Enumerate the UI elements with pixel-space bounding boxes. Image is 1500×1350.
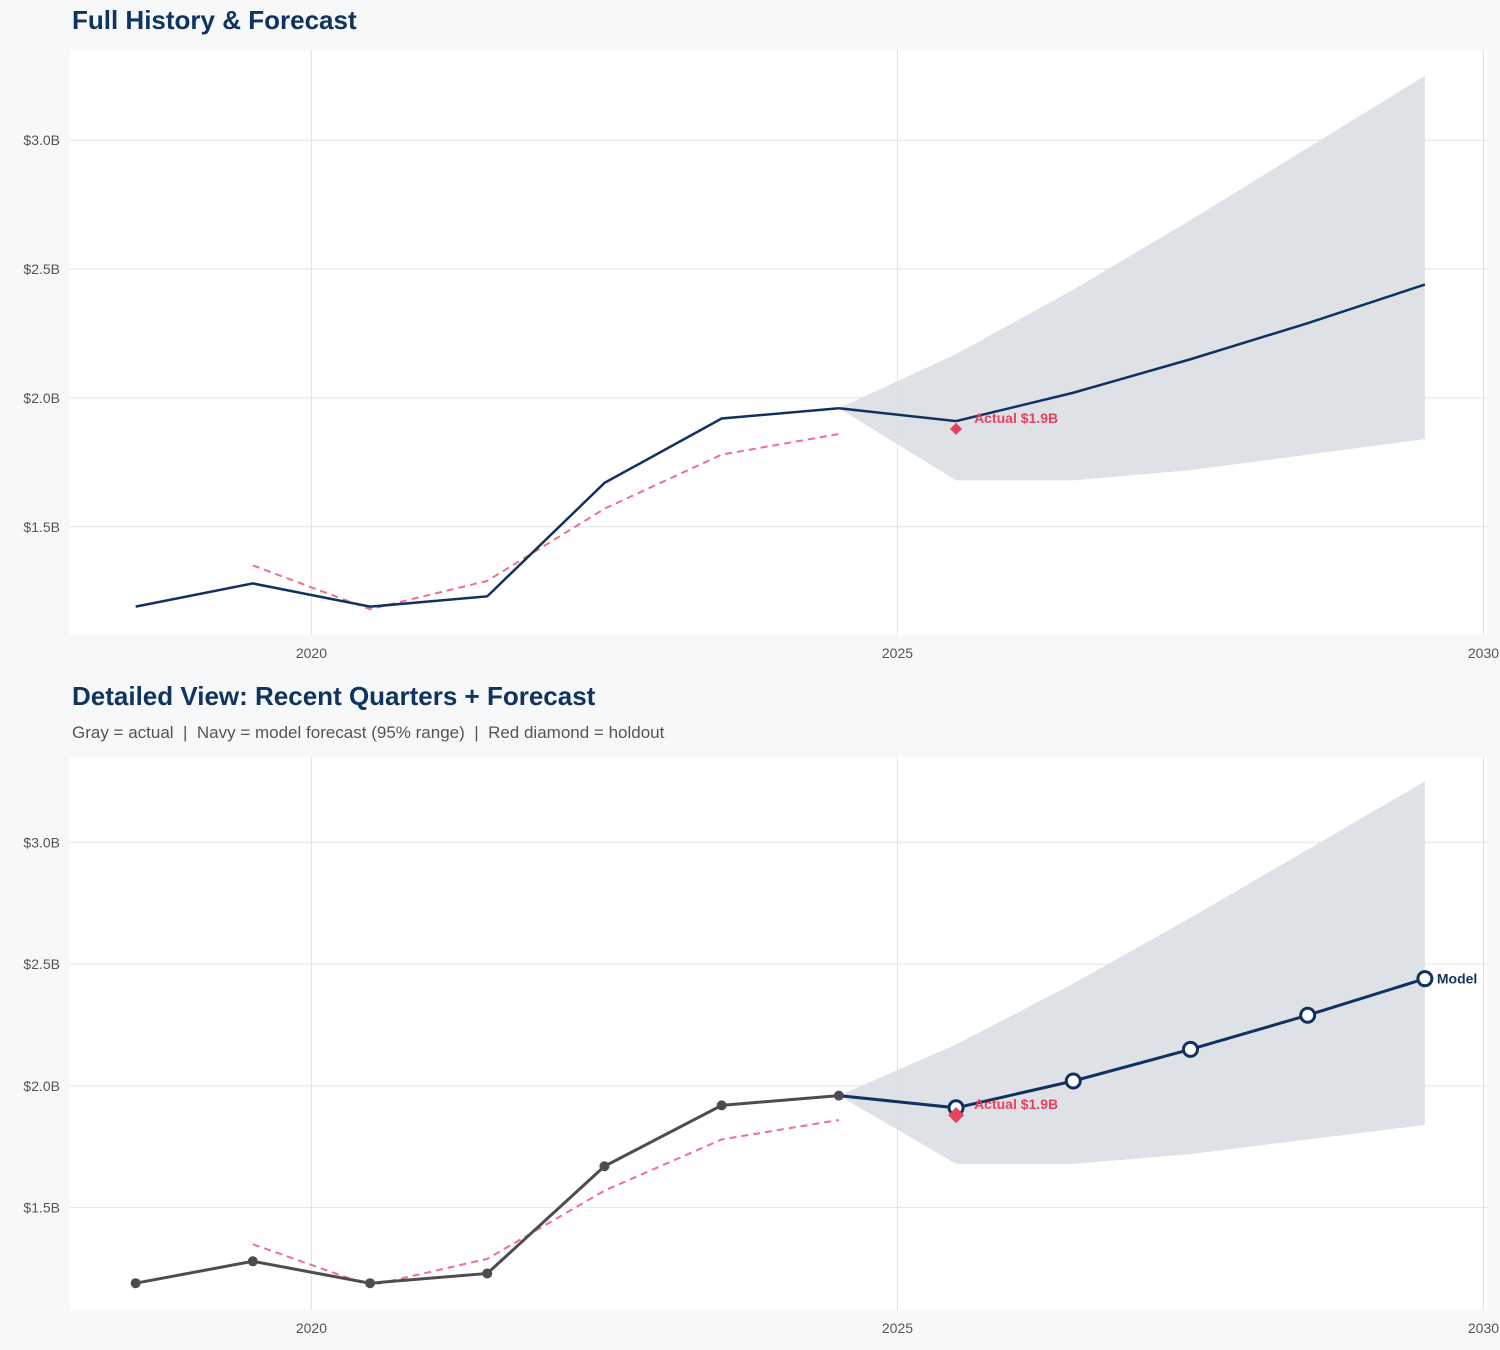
actual-line (135, 406, 839, 608)
y-tick-label: $2.0B (23, 390, 60, 406)
holdout-label: Actual $1.9B (974, 1096, 1058, 1112)
y-tick-label: $1.5B (23, 1200, 60, 1216)
holdout-diamond (948, 1107, 965, 1124)
actual-point (599, 1161, 610, 1172)
forecast-confidence-band (838, 781, 1425, 1164)
actual-point (482, 1268, 493, 1279)
y-tick-label: $3.0B (23, 132, 60, 148)
forecast-point (1181, 1040, 1199, 1058)
x-tick-label: 2020 (296, 1320, 327, 1336)
actual-point (247, 1256, 258, 1267)
actual-point (833, 1090, 844, 1101)
actual-point (130, 1278, 141, 1289)
y-tick-label: $2.0B (23, 1078, 60, 1094)
chart-detailed-view: $1.5B $2.0B $2.5B $3.0B 2020 2025 2030 Actual $… (23, 757, 1499, 1336)
x-tick-label: 2030 (1468, 645, 1499, 661)
red-dashed-line (252, 1118, 840, 1287)
x-tick-label: 2025 (882, 1320, 913, 1336)
forecast-confidence-band (838, 75, 1425, 481)
x-tick-label: 2025 (882, 645, 913, 661)
y-tick-label: $2.5B (23, 956, 60, 972)
chart-full-history: $1.5B $2.0B $2.5B $3.0B 2020 2025 2030 Actual $… (23, 50, 1499, 661)
x-tick-label: 2030 (1468, 1320, 1499, 1336)
chart-subtitle: Gray = actual | Navy = model forecast (9… (72, 723, 665, 742)
chart-title-top: Full History & Forecast (72, 5, 357, 35)
y-tick-label: $1.5B (23, 519, 60, 535)
holdout-label: Actual $1.9B (974, 410, 1058, 426)
forecast-line (838, 977, 1426, 1110)
forecast-line (838, 283, 1426, 423)
holdout-diamond (950, 422, 963, 435)
actual-point (716, 1100, 727, 1111)
x-tick-label: 2020 (296, 645, 327, 661)
actual-point (365, 1278, 376, 1289)
forecast-point (1416, 970, 1434, 988)
forecast-point (1299, 1006, 1317, 1024)
red-dashed-line (252, 433, 840, 611)
forecast-point (1064, 1072, 1082, 1090)
chart-title-bottom: Detailed View: Recent Quarters + Forecas… (72, 681, 596, 711)
y-tick-label: $3.0B (23, 834, 60, 850)
y-tick-label: $2.5B (23, 261, 60, 277)
forecast-end-label: Model (1437, 971, 1477, 987)
